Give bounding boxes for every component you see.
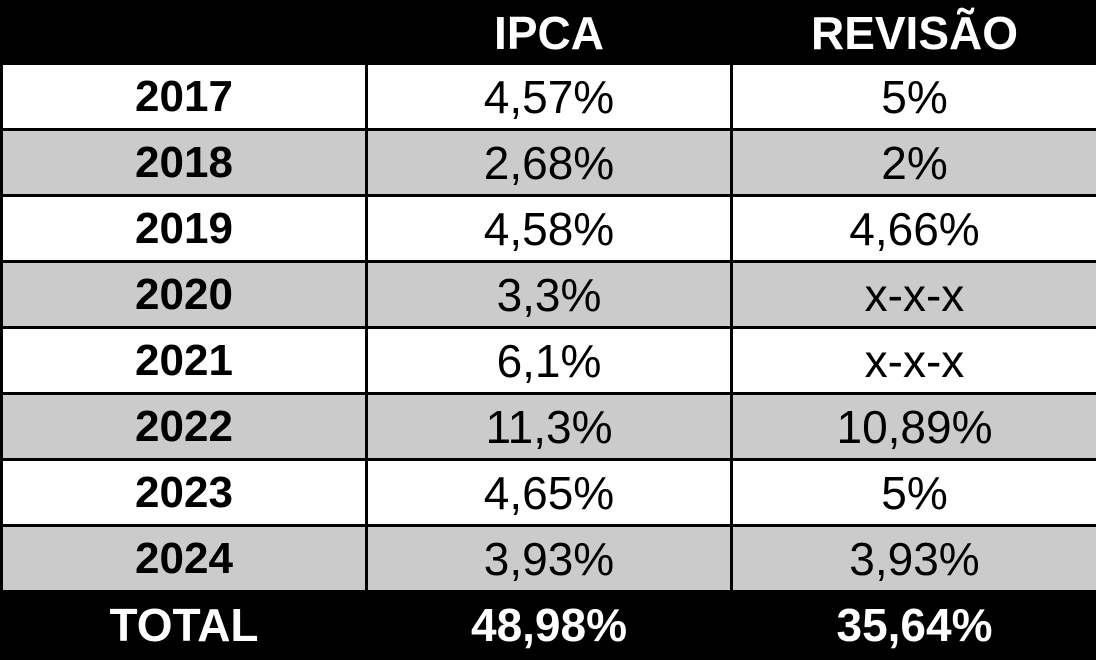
ipca-cell: 4,65% [365,458,733,527]
year-cell: 2024 [0,524,368,593]
year-cell: 2017 [0,62,368,131]
ipca-cell: 2,68% [365,128,733,197]
table-row-2018: 2018 2,68% 2% [0,128,1096,197]
table-row-total: TOTAL 48,98% 35,64% [0,590,1096,660]
year-cell: 2018 [0,128,368,197]
revisao-cell: x-x-x [730,260,1096,329]
revisao-cell: 5% [730,458,1096,527]
year-cell: 2020 [0,260,368,329]
total-ipca: 48,98% [365,590,733,660]
year-cell: 2019 [0,194,368,263]
revisao-cell: 2% [730,128,1096,197]
year-cell: 2023 [0,458,368,527]
table-row-2017: 2017 4,57% 5% [0,62,1096,131]
table-row-2019: 2019 4,58% 4,66% [0,194,1096,263]
revisao-cell: 5% [730,62,1096,131]
header-empty-cell [0,0,368,65]
table-header: IPCA REVISÃO [0,0,1096,65]
total-label: TOTAL [0,590,368,660]
total-revisao: 35,64% [730,590,1096,660]
table-row-2022: 2022 11,3% 10,89% [0,392,1096,461]
header-ipca: IPCA [365,0,733,65]
table-row-2020: 2020 3,3% x-x-x [0,260,1096,329]
ipca-cell: 4,58% [365,194,733,263]
table-row-2024: 2024 3,93% 3,93% [0,524,1096,593]
ipca-cell: 3,3% [365,260,733,329]
table-row-2021: 2021 6,1% x-x-x [0,326,1096,395]
ipca-cell: 11,3% [365,392,733,461]
ipca-cell: 6,1% [365,326,733,395]
ipca-cell: 4,57% [365,62,733,131]
revisao-cell: x-x-x [730,326,1096,395]
revisao-cell: 10,89% [730,392,1096,461]
year-cell: 2021 [0,326,368,395]
header-revisao: REVISÃO [730,0,1096,65]
table-row-2023: 2023 4,65% 5% [0,458,1096,527]
table-body: 2017 4,57% 5% 2018 2,68% 2% 2019 4,58% 4… [0,62,1096,660]
header-row: IPCA REVISÃO [0,0,1096,65]
revisao-cell: 4,66% [730,194,1096,263]
revisao-cell: 3,93% [730,524,1096,593]
ipca-cell: 3,93% [365,524,733,593]
year-cell: 2022 [0,392,368,461]
